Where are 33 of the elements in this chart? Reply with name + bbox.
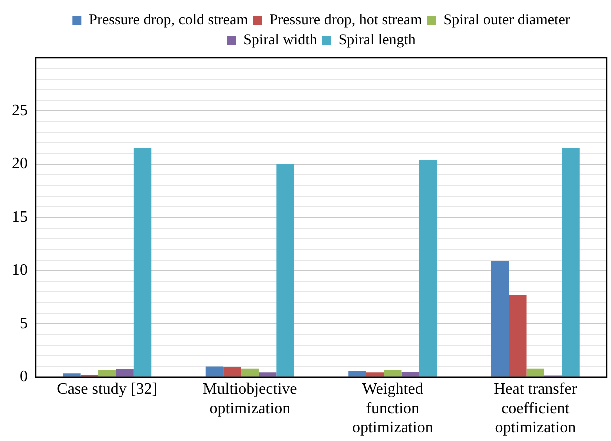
legend-label: Pressure drop, hot stream	[270, 12, 423, 28]
legend-label: Spiral length	[338, 32, 416, 48]
legend-label: Spiral width	[244, 32, 318, 48]
bar	[526, 368, 544, 377]
x-tick-label: Multiobjective optimization	[203, 381, 298, 418]
bar	[366, 372, 384, 377]
bar	[276, 164, 294, 377]
bar	[224, 367, 242, 377]
y-tick-label: 15	[12, 208, 28, 226]
bar	[491, 261, 510, 377]
bar	[98, 370, 116, 377]
bar	[206, 366, 224, 377]
bar	[134, 148, 152, 377]
bar	[402, 372, 420, 377]
bar	[348, 371, 366, 377]
y-tick-label: 20	[12, 156, 28, 173]
legend-label: Pressure drop, cold stream	[89, 12, 249, 28]
y-tick-label: 0	[20, 368, 28, 386]
bar	[419, 160, 438, 377]
bar	[63, 374, 81, 377]
bar	[509, 295, 527, 377]
y-tick-label: 5	[20, 315, 28, 332]
bar	[562, 148, 580, 377]
bar	[241, 368, 259, 377]
y-tick-label: 10	[12, 262, 28, 280]
legend-label: Spiral outer diameter	[444, 12, 570, 28]
x-tick-label: Case study [32]	[57, 381, 158, 398]
x-tick-label: Weighted function optimization	[352, 381, 434, 437]
y-tick-label: 25	[12, 102, 28, 120]
bar	[116, 369, 134, 377]
bar	[258, 372, 277, 377]
x-tick-label: Heat transfer coefficient optimization	[494, 381, 578, 437]
bar	[384, 370, 402, 377]
